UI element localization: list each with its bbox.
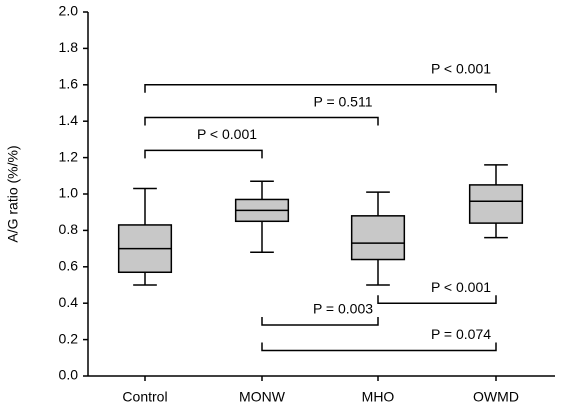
y-tick-label: 0.8 xyxy=(59,221,79,237)
significance-label: P < 0.001 xyxy=(431,61,491,77)
y-tick-label: 1.2 xyxy=(59,148,79,164)
significance-bracket xyxy=(144,84,497,93)
significance-bracket xyxy=(377,295,497,304)
significance-bracket xyxy=(261,317,379,326)
y-axis-label: A/G ratio (%/%) xyxy=(5,145,21,242)
x-tick-label: MHO xyxy=(362,389,395,405)
significance-label: P < 0.001 xyxy=(197,126,257,142)
y-tick-label: 2.0 xyxy=(59,3,79,19)
significance-bracket xyxy=(261,342,497,352)
x-tick-label: Control xyxy=(122,389,167,405)
y-tick-label: 0.4 xyxy=(59,294,79,310)
box xyxy=(350,215,406,261)
x-tick-label: OWMD xyxy=(473,389,519,405)
y-tick-label: 0.2 xyxy=(59,330,79,346)
significance-label: P = 0.074 xyxy=(431,326,491,342)
significance-label: P = 0.511 xyxy=(313,93,372,109)
y-tick-label: 1.0 xyxy=(59,185,79,201)
y-tick-label: 1.6 xyxy=(59,76,79,92)
x-tick-label: MONW xyxy=(239,389,286,405)
y-tick-label: 0.6 xyxy=(59,258,79,274)
significance-label: P < 0.001 xyxy=(431,279,491,295)
y-tick-label: 0.0 xyxy=(59,367,79,383)
significance-bracket xyxy=(144,116,379,126)
y-tick-label: 1.4 xyxy=(59,112,79,128)
y-tick-label: 1.8 xyxy=(59,39,79,55)
significance-bracket xyxy=(144,149,263,159)
box xyxy=(468,184,524,224)
significance-label: P = 0.003 xyxy=(313,301,373,317)
